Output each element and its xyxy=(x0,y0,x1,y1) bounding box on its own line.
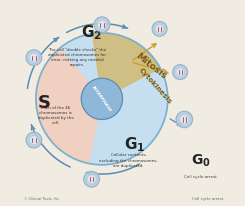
Circle shape xyxy=(31,137,37,143)
Text: © Clinical Tools, Inc.: © Clinical Tools, Inc. xyxy=(24,197,60,201)
Circle shape xyxy=(152,21,167,36)
Circle shape xyxy=(94,17,110,33)
Text: $\mathbf{S}$: $\mathbf{S}$ xyxy=(37,94,51,112)
Text: Cellular contents,
excluding the chromosomes,
are duplicated.: Cellular contents, excluding the chromos… xyxy=(99,153,158,168)
Text: INTERPHASE: INTERPHASE xyxy=(91,85,112,113)
Circle shape xyxy=(26,132,42,148)
Circle shape xyxy=(176,111,193,128)
Text: $\mathbf{G_0}$: $\mathbf{G_0}$ xyxy=(191,152,211,169)
Text: Cell cycle arrest: Cell cycle arrest xyxy=(192,197,223,201)
Text: $\mathbf{G_1}$: $\mathbf{G_1}$ xyxy=(124,135,146,153)
Text: Cell cycle arrest.: Cell cycle arrest. xyxy=(184,175,218,179)
Circle shape xyxy=(177,69,183,75)
Circle shape xyxy=(84,171,99,187)
Text: Mitosis: Mitosis xyxy=(134,51,169,81)
Circle shape xyxy=(26,50,42,66)
Wedge shape xyxy=(36,48,102,163)
Text: $\mathbf{G_2}$: $\mathbf{G_2}$ xyxy=(81,24,102,42)
Circle shape xyxy=(81,78,122,119)
Circle shape xyxy=(88,176,95,183)
Circle shape xyxy=(98,21,105,28)
Circle shape xyxy=(181,116,188,123)
Wedge shape xyxy=(93,33,160,99)
Circle shape xyxy=(173,65,188,80)
Circle shape xyxy=(31,54,37,61)
Text: Each of the 46
chromosomes is
duplicated by the
cell.: Each of the 46 chromosomes is duplicated… xyxy=(38,105,74,125)
Circle shape xyxy=(36,33,168,165)
Text: Cytokinesis: Cytokinesis xyxy=(138,67,173,106)
Circle shape xyxy=(157,26,163,32)
Text: The cell "double checks" the
duplicated chromosomes for
error, making any needed: The cell "double checks" the duplicated … xyxy=(48,48,106,68)
